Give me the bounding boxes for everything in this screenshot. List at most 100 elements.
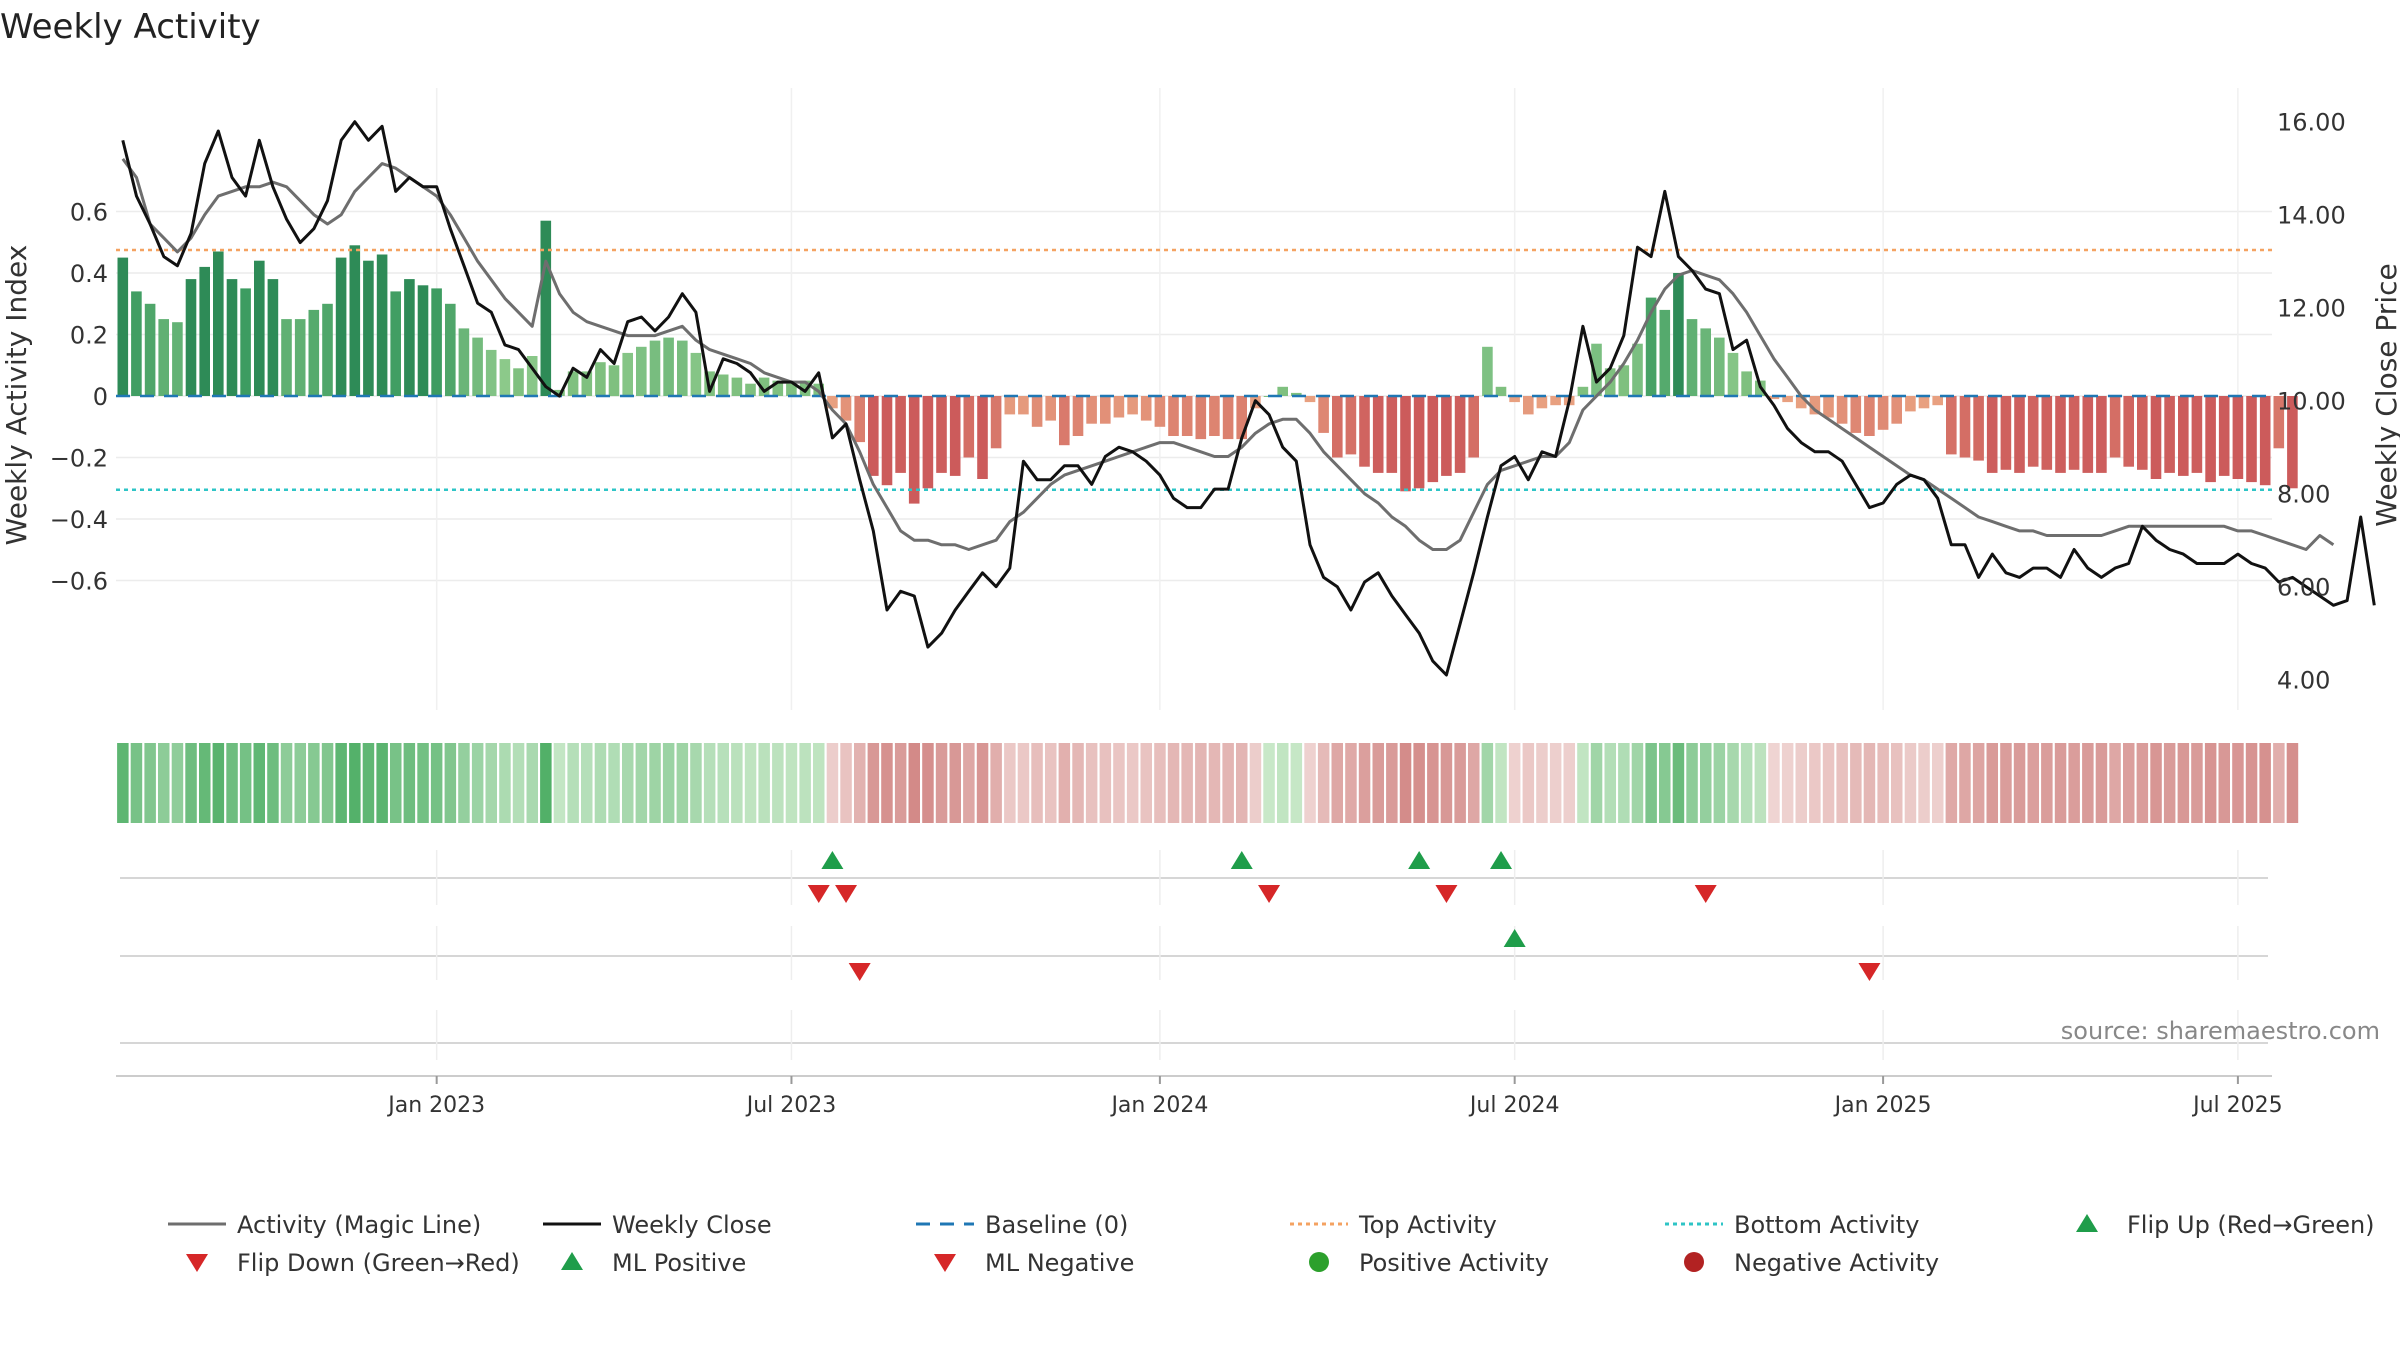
strip-cell [239, 743, 252, 823]
activity-bar [335, 257, 347, 396]
activity-bar [2205, 396, 2216, 483]
activity-bar [1659, 309, 1671, 396]
strip-cell [1986, 743, 1998, 823]
activity-bar [499, 359, 511, 396]
activity-bar [267, 279, 279, 396]
strip-cell [1836, 743, 1848, 823]
legend-item: Activity (Magic Line) [168, 1211, 481, 1239]
strip-cell [1167, 743, 1180, 823]
strip-cell [1972, 743, 1985, 823]
strip-cell [2068, 743, 2080, 823]
legend-item: Weekly Close [543, 1211, 772, 1239]
strip-cell [2218, 743, 2230, 823]
strip-cell [526, 743, 538, 823]
activity-bar [581, 371, 593, 396]
strip-cell [1468, 743, 1480, 823]
activity-bar [322, 303, 333, 397]
strip-cell [1945, 743, 1958, 823]
strip-cell [908, 743, 920, 823]
activity-bar [1946, 396, 1957, 455]
strip-cell [1822, 743, 1835, 823]
legend-item: Negative Activity [1684, 1249, 1939, 1277]
activity-bar [1072, 396, 1084, 436]
activity-bar [608, 365, 620, 397]
activity-bar [2232, 396, 2244, 479]
right-y-tick-label: 16.00 [2277, 109, 2346, 137]
strip-cell [799, 743, 811, 823]
activity-bar [1905, 396, 1916, 412]
strip-cell [1522, 743, 1535, 823]
flip-down-green-red-swatch [186, 1254, 208, 1272]
ml-positive-marker [1503, 929, 1526, 947]
strip-cell [894, 743, 907, 823]
activity-bar [1986, 396, 1998, 473]
strip-cell [349, 743, 361, 823]
strip-cell [1195, 743, 1207, 823]
activity-bar [144, 303, 156, 397]
strip-cell [690, 743, 702, 823]
strip-cell [1181, 743, 1193, 823]
legend-item: Flip Up (Red→Green) [2076, 1211, 2375, 1239]
activity-bar [540, 220, 552, 396]
ml-negative-marker [1858, 963, 1881, 981]
legend-label: Negative Activity [1734, 1249, 1939, 1277]
right-y-axis-label: Weekly Close Price [2370, 263, 2400, 526]
activity-bar [936, 396, 947, 473]
activity-bar [663, 337, 674, 396]
activity-bar [1495, 386, 1507, 396]
activity-bar [172, 322, 183, 396]
activity-bar [1536, 396, 1548, 409]
activity-bar [417, 285, 429, 396]
strip-cell [1850, 743, 1862, 823]
activity-bar [2178, 396, 2189, 476]
activity-bar [786, 383, 797, 396]
left-y-tick-label: 0.6 [70, 199, 108, 227]
activity-bar [745, 383, 756, 396]
activity-bar [2000, 396, 2012, 470]
x-tick-label: Jan 2025 [1833, 1093, 1932, 1118]
legend-item: ML Negative [934, 1249, 1134, 1277]
strip-cell [1631, 743, 1644, 823]
flip-up-marker [1408, 851, 1431, 869]
activity-bar [2164, 396, 2175, 473]
strip-cell [471, 743, 484, 823]
activity-bar [690, 352, 702, 396]
activity-bar [1332, 396, 1343, 458]
activity-bar [2123, 396, 2134, 467]
strip-cell [717, 743, 729, 823]
strip-cell [1495, 743, 1507, 823]
left-y-axis-label: Weekly Activity Index [0, 245, 33, 546]
strip-cell [444, 743, 457, 823]
legend-item: Top Activity [1290, 1211, 1497, 1239]
strip-cell [2013, 743, 2026, 823]
activity-bar [1059, 396, 1070, 446]
chart-title: Weekly Activity [0, 7, 261, 47]
strip-cell [676, 743, 689, 823]
activity-bar [827, 396, 838, 409]
strip-cell [662, 743, 675, 823]
left-y-tick-label: 0.4 [70, 260, 108, 288]
activity-bar [1277, 386, 1288, 396]
strip-cell [744, 743, 757, 823]
activity-bar [1550, 396, 1561, 406]
activity-bar [1004, 396, 1016, 415]
activity-bar [485, 349, 497, 396]
legend-label: Flip Up (Red→Green) [2127, 1211, 2375, 1239]
activity-bar [1236, 396, 1247, 440]
strip-cell [1918, 743, 1930, 823]
right-y-tick-label: 14.00 [2277, 202, 2346, 230]
activity-bar [458, 328, 470, 396]
strip-cell [2204, 743, 2217, 823]
strip-cell [813, 743, 825, 823]
strip-cell [1058, 743, 1071, 823]
activity-bar [1318, 396, 1329, 433]
activity-bar [567, 371, 579, 396]
activity-bar [2109, 396, 2121, 458]
strip-cell [854, 743, 866, 823]
activity-bar [2027, 396, 2039, 467]
legend-label: Activity (Magic Line) [237, 1211, 481, 1239]
activity-bar [2137, 396, 2148, 470]
activity-bar [990, 396, 1002, 449]
strip-cell [1754, 743, 1767, 823]
activity-bar [1618, 365, 1630, 397]
